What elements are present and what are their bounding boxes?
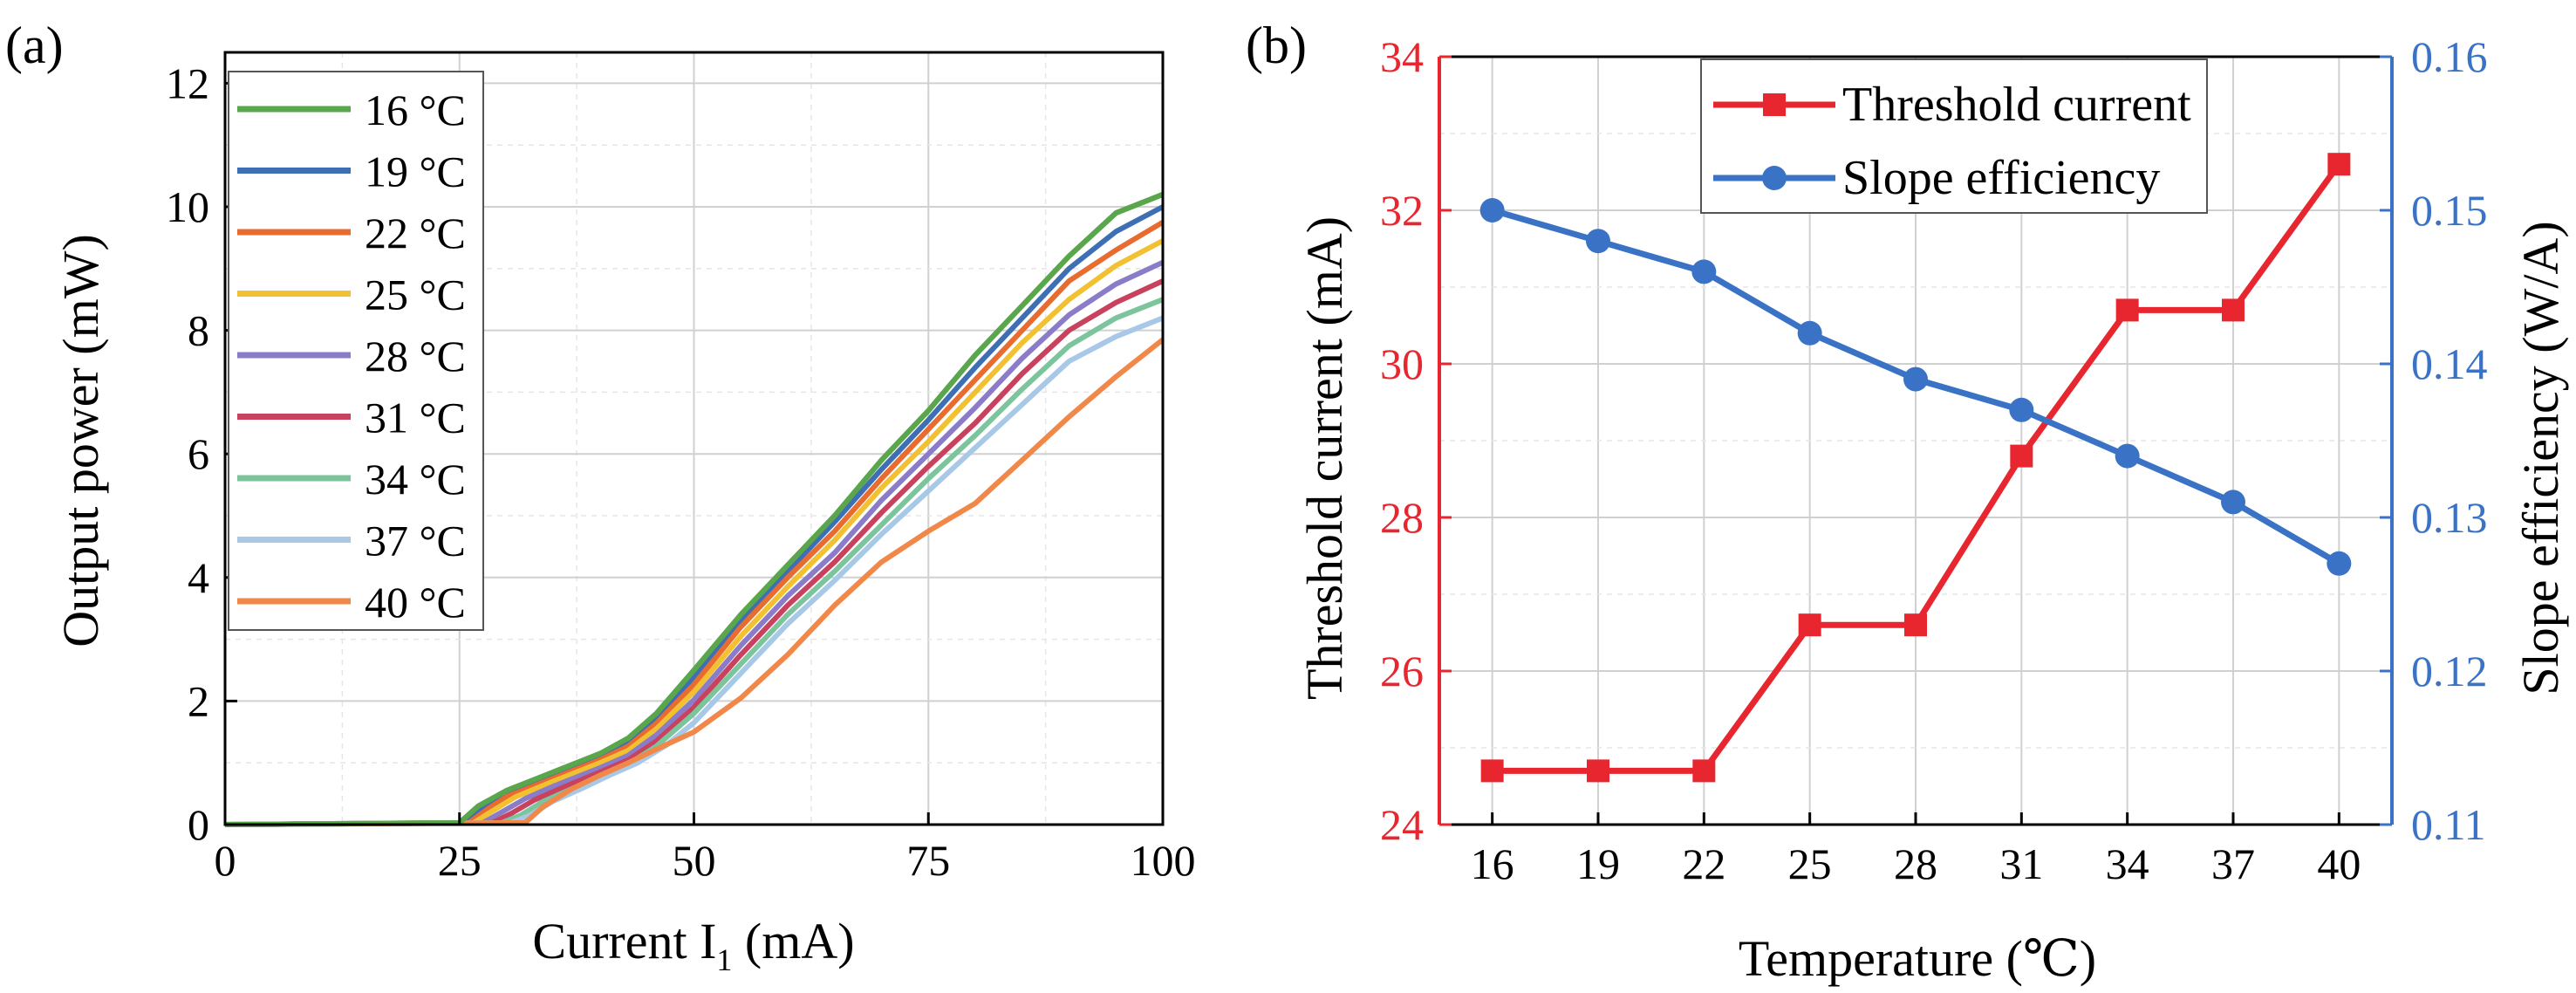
panel-a-series-line — [224, 337, 1165, 827]
panel-b-left-y-tick-label: 30 — [1380, 339, 1424, 388]
panel-a-x-tick-label: 50 — [673, 836, 716, 885]
panel-a-series-line-top — [224, 192, 1165, 827]
panel-a-ticks: 0 25 50 75 100 0 2 4 6 8 10 12 — [166, 58, 1196, 885]
panel-b-legend: Threshold current Slope efficiency — [1700, 58, 2208, 214]
panel-b-left-y-tick-label: 24 — [1380, 800, 1424, 849]
panel-b-x-tick-label: 34 — [2106, 839, 2149, 888]
panel-b-square-marker — [1480, 759, 1504, 783]
panel-b-square-marker — [2222, 298, 2245, 322]
panel-a-y-axis-label: Output power (mW) — [52, 234, 109, 647]
panel-b-square-marker — [2010, 444, 2033, 468]
panel-b-x-tick-label: 22 — [1682, 839, 1725, 888]
panel-b-ticks: 16 19 22 25 28 31 34 37 40 24 26 28 30 32 34 0.11 0.12 0.… — [1380, 32, 2488, 888]
panel-a-label: (a) — [5, 17, 64, 74]
panel-a-x-tick-label: 75 — [906, 836, 950, 885]
panel-b-right-y-tick-label: 0.13 — [2411, 493, 2488, 542]
panel-a-legend-label: 16 °C — [365, 86, 466, 134]
panel-b-legend-label: Threshold current — [1842, 78, 2191, 132]
panel-a-series-line — [224, 220, 1165, 827]
panel-b-circle-marker — [2009, 397, 2034, 422]
panel-b-square-marker — [1587, 759, 1609, 783]
panel-b-x-tick-label: 37 — [2211, 839, 2255, 888]
panel-a-legend-label: 34 °C — [365, 455, 466, 503]
panel-a-legend-label: 40 °C — [365, 578, 466, 627]
panel-a-x-axis-label: Current I1 (mA) — [532, 913, 854, 977]
panel-a-y-tick-label: 4 — [188, 553, 209, 602]
panel-a-series-line — [224, 204, 1165, 827]
panel-a-y-tick-label: 2 — [188, 676, 209, 725]
panel-a-y-tick-label: 12 — [166, 58, 209, 107]
panel-a-legend-label: 37 °C — [365, 517, 466, 565]
panel-b: (b) 16 19 22 25 28 31 34 37 40 24 26 28 30 32 34 0.11 0.… — [1246, 17, 2569, 987]
panel-a-legend-label: 19 °C — [365, 147, 466, 196]
panel-b-label: (b) — [1246, 17, 1307, 74]
panel-b-x-tick-label: 28 — [1894, 839, 1937, 888]
panel-a-series-line — [224, 259, 1165, 827]
panel-b-left-y-tick-label: 26 — [1380, 647, 1424, 695]
panel-a-series-line — [224, 278, 1165, 827]
panel-b-square-marker — [1904, 613, 1927, 637]
panel-b-right-y-tick-label: 0.14 — [2411, 339, 2488, 388]
panel-a-legend: 16 °C 19 °C 22 °C 25 °C 28 °C 31 °C 34 °C 37 °C… — [228, 71, 484, 631]
panel-b-legend-square-marker — [1763, 93, 1786, 116]
panel-b-x-tick-label: 31 — [1999, 839, 2043, 888]
panel-b-x-axis-label: Temperature (℃) — [1739, 930, 2096, 987]
panel-b-circle-marker — [1479, 198, 1505, 223]
panel-a-legend-label: 22 °C — [365, 209, 466, 257]
panel-b-circle-marker — [1903, 366, 1928, 392]
panel-b-square-marker — [1798, 613, 1821, 637]
panel-a-y-tick-label: 6 — [188, 429, 209, 478]
panel-b-legend-label: Slope efficiency — [1842, 151, 2160, 205]
panel-a-x-tick-label: 0 — [215, 836, 236, 885]
panel-b-square-marker — [2327, 153, 2351, 176]
panel-b-right-y-tick-label: 0.12 — [2411, 647, 2488, 695]
panel-a-y-tick-label: 0 — [188, 800, 209, 849]
panel-b-circle-marker — [1586, 229, 1610, 254]
panel-a-y-tick-label: 8 — [188, 306, 209, 355]
panel-b-right-y-tick-label: 0.16 — [2411, 32, 2488, 81]
panel-b-circle-marker — [1797, 320, 1822, 346]
panel-b-right-y-tick-label: 0.11 — [2411, 800, 2486, 849]
panel-a-series-line — [224, 238, 1165, 827]
panel-a-series-line — [224, 297, 1165, 827]
panel-a-x-tick-label: 25 — [438, 836, 482, 885]
panel-b-left-y-tick-label: 34 — [1380, 32, 1424, 81]
panel-b-square-marker — [2115, 298, 2139, 322]
panel-a-y-tick-label: 10 — [166, 182, 209, 231]
panel-a-series-lines — [224, 192, 1165, 827]
panel-b-circle-marker — [2221, 490, 2245, 515]
panel-b-x-tick-label: 19 — [1576, 839, 1620, 888]
panel-b-circle-marker — [2115, 443, 2140, 469]
panel-b-right-y-axis-label: Slope efficiency (W/A) — [2512, 221, 2569, 695]
panel-b-right-y-tick-label: 0.15 — [2411, 186, 2488, 235]
panel-b-legend-box — [1700, 58, 2208, 214]
panel-b-x-tick-label: 16 — [1471, 839, 1514, 888]
panel-b-left-y-axis-label: Threshold current (mA) — [1296, 216, 1353, 700]
panel-b-x-tick-label: 25 — [1788, 839, 1832, 888]
panel-a-legend-label: 25 °C — [365, 271, 466, 319]
panel-b-square-marker — [1692, 759, 1716, 783]
panel-b-circle-marker — [2327, 551, 2352, 576]
panel-b-legend-circle-marker — [1762, 166, 1787, 190]
panel-b-series-lines — [1479, 153, 2352, 783]
panel-b-left-y-tick-label: 28 — [1380, 493, 1424, 542]
panel-a-legend-label: 31 °C — [365, 394, 466, 442]
panel-b-x-tick-label: 40 — [2317, 839, 2361, 888]
panel-a-legend-label: 28 °C — [365, 332, 466, 380]
panel-b-left-y-tick-label: 32 — [1380, 186, 1424, 235]
panel-a-x-tick-label: 100 — [1131, 836, 1196, 885]
panel-b-circle-marker — [1691, 259, 1717, 284]
